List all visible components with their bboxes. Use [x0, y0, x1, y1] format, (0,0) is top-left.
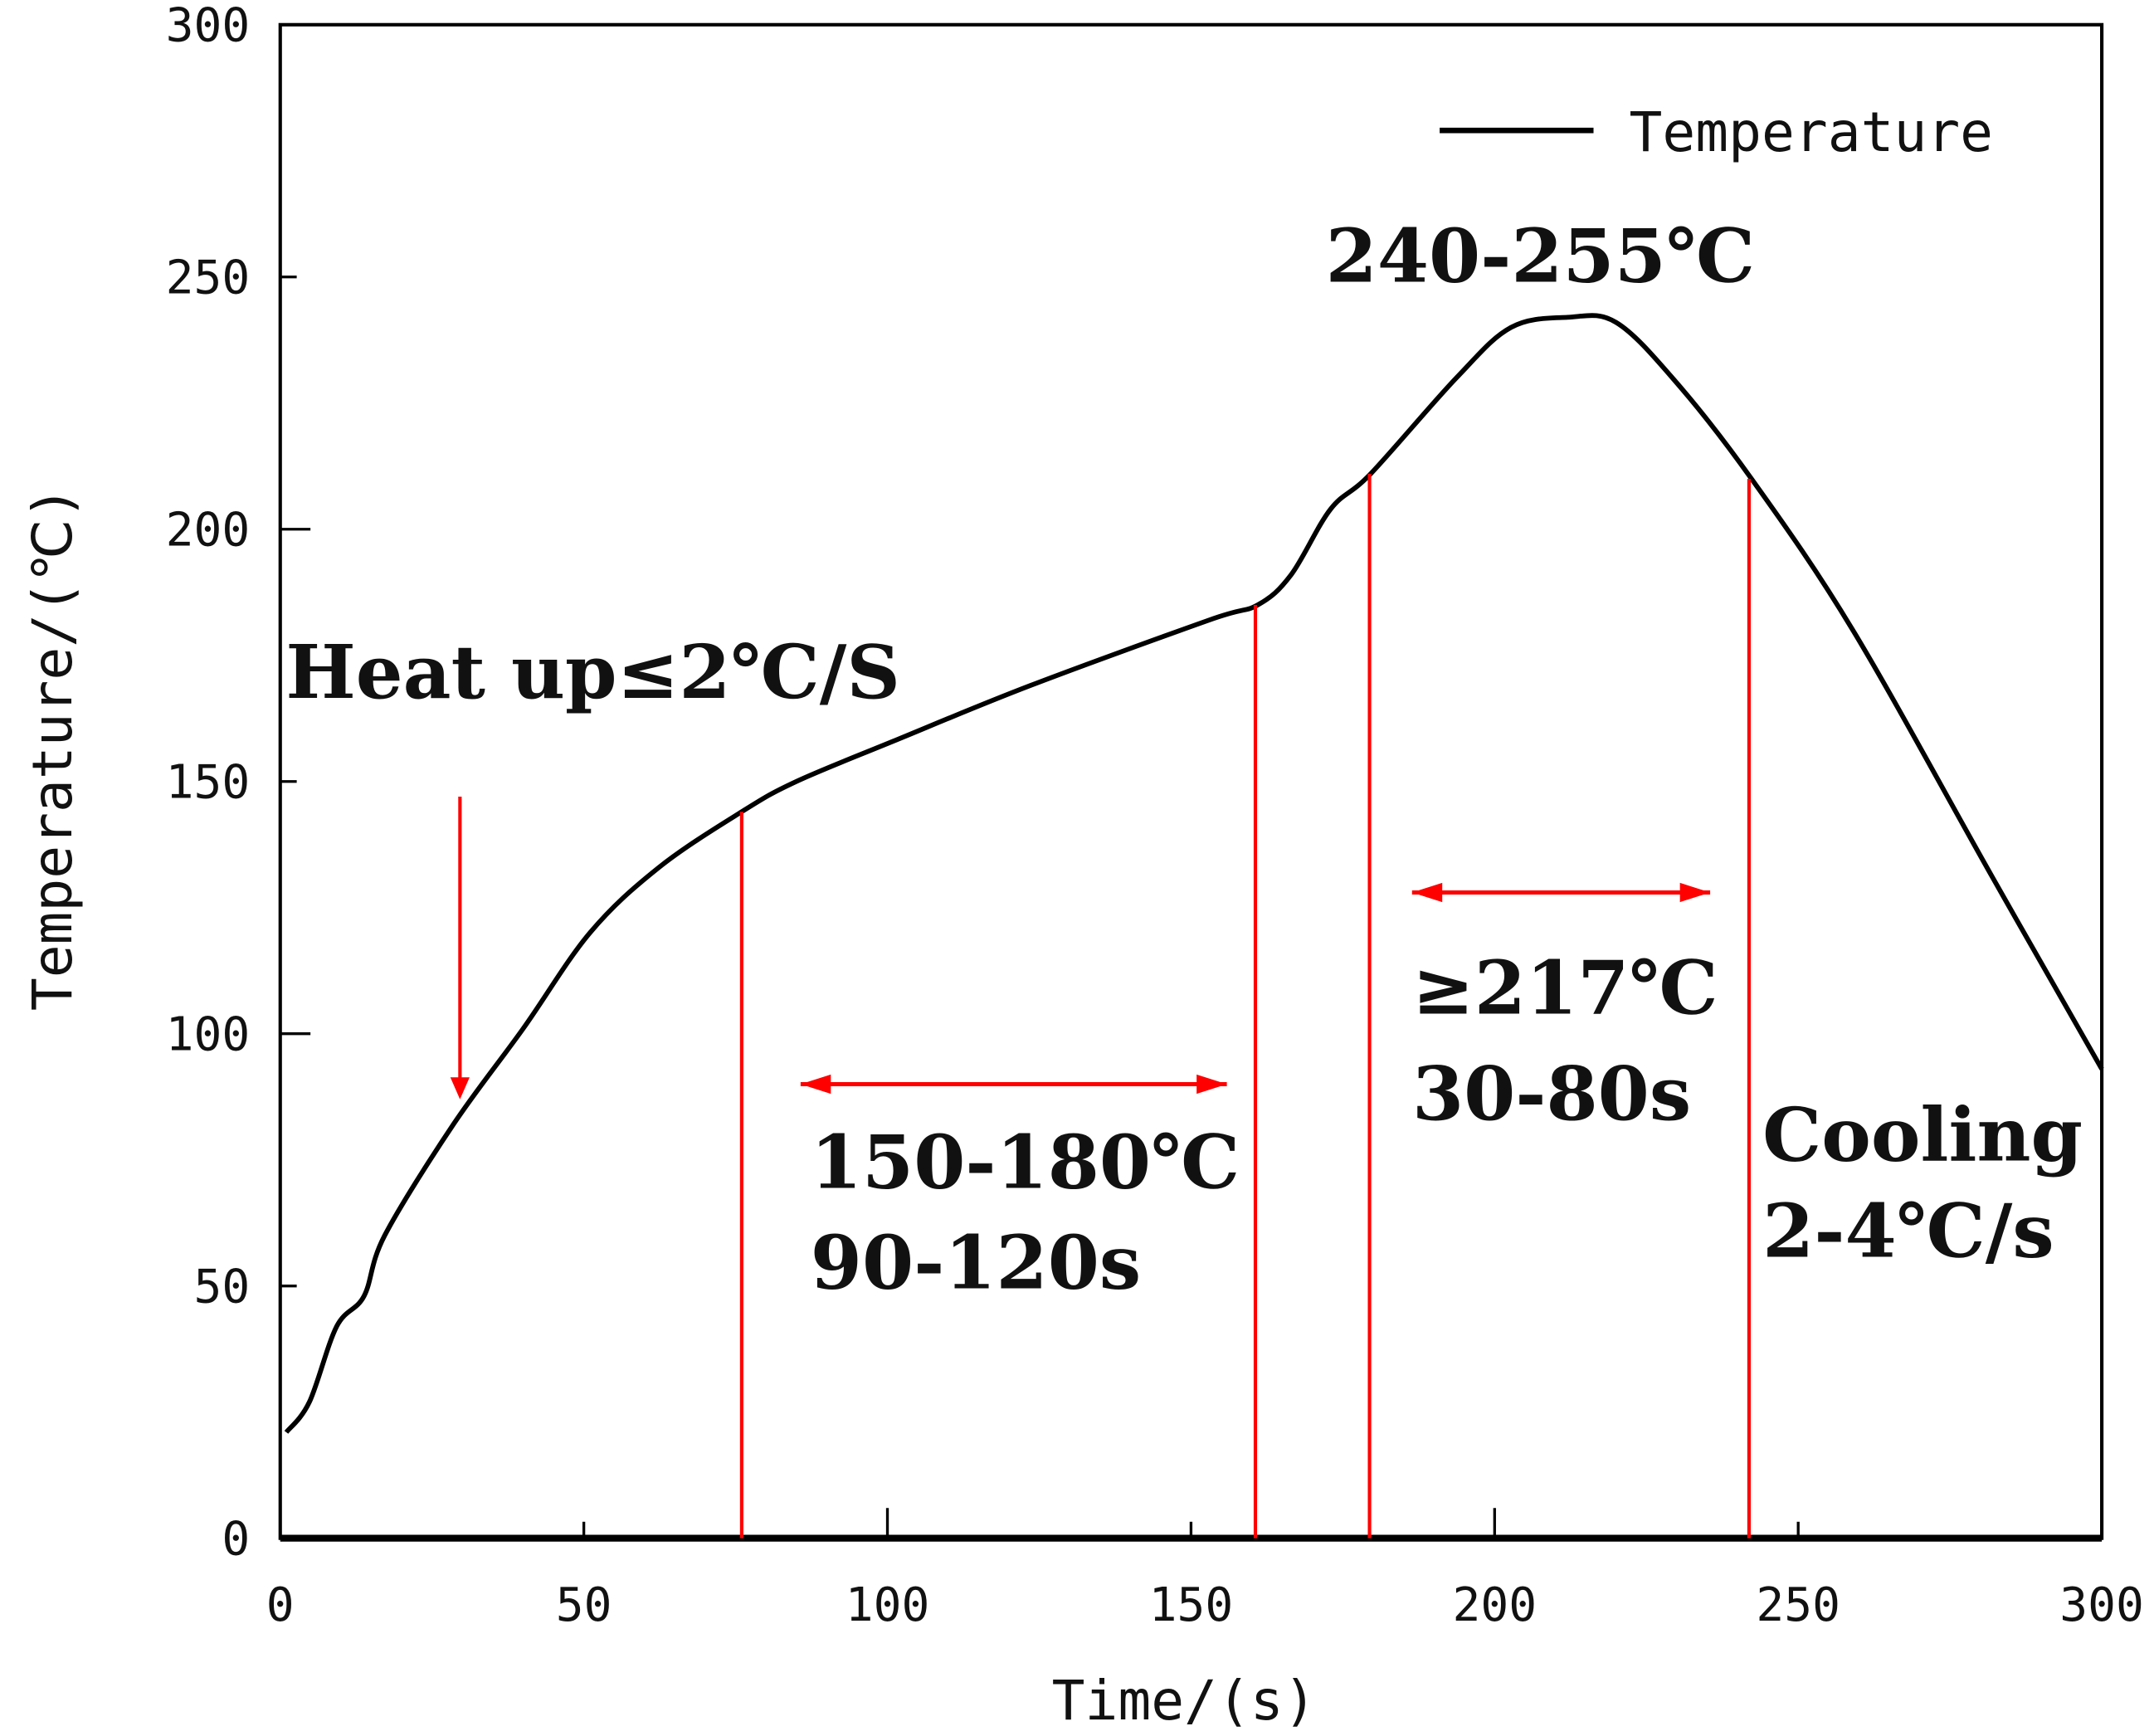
y-tick-label: 50 [194, 1261, 251, 1314]
x-tick-label: 0 [266, 1578, 295, 1632]
y-tick-label: 200 [166, 504, 251, 558]
arrowhead-icon [1196, 1074, 1227, 1095]
y-axis-label: Temperature/(℃) [21, 486, 85, 1011]
annotation-cooling: Cooling [1762, 1092, 2083, 1179]
legend: Temperature [1440, 100, 1993, 164]
arrowhead-icon [1411, 882, 1443, 903]
x-tick-label: 200 [1452, 1578, 1537, 1632]
annotation-reflow-time: 30-80s [1412, 1051, 1691, 1138]
x-axis-label: Time/(s) [1052, 1669, 1317, 1733]
annotation-soak-time: 90-120s [811, 1219, 1141, 1306]
y-tick-label: 100 [166, 1008, 251, 1062]
x-tick-label: 250 [1756, 1578, 1840, 1632]
arrowhead-icon [1679, 882, 1711, 903]
x-tick-label: 100 [846, 1578, 930, 1632]
annotation-reflow-temp: ≥217℃ [1412, 944, 1718, 1031]
legend-label: Temperature [1630, 100, 1994, 164]
annotation-soak-temp: 150-180℃ [811, 1119, 1240, 1207]
annotation-heat-up: Heat up≤2℃/S [285, 629, 900, 716]
arrowhead-icon [450, 1077, 470, 1100]
arrowhead-icon [800, 1074, 831, 1095]
y-tick-label: 300 [166, 0, 251, 53]
annotation-peak: 240-255℃ [1326, 212, 1755, 300]
annotation-cooling-rate: 2-4℃/s [1762, 1187, 2054, 1275]
temperature-line [284, 313, 2104, 1434]
y-tick-label: 150 [166, 756, 251, 810]
x-tick-label: 150 [1149, 1578, 1234, 1632]
y-tick-label: 0 [222, 1513, 250, 1567]
plot-frame [278, 22, 2104, 1540]
x-tick-label: 50 [556, 1578, 612, 1632]
x-tick-label: 300 [2059, 1578, 2144, 1632]
y-tick-label: 250 [166, 251, 251, 305]
